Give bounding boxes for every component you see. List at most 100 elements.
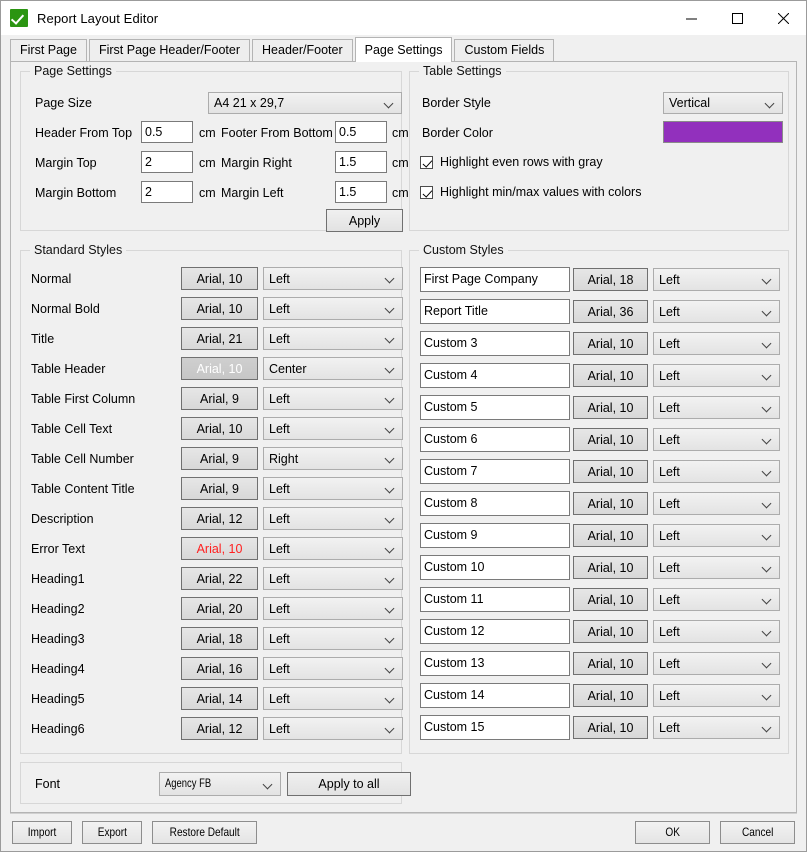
standard-style-align-combo-table-cell-text[interactable]: Left [263,417,403,440]
custom-style-font-button-custom-10[interactable]: Arial, 10 [573,556,648,579]
custom-style-name-input-custom-12[interactable]: Custom 12 [420,619,570,644]
standard-style-align-combo-table-header[interactable]: Center [263,357,403,380]
apply-to-all-button[interactable]: Apply to all [287,772,411,796]
standard-style-font-button-table-cell-text[interactable]: Arial, 10 [181,417,258,440]
standard-style-font-button-table-cell-number[interactable]: Arial, 9 [181,447,258,470]
standard-style-font-button-heading4[interactable]: Arial, 16 [181,657,258,680]
cancel-button[interactable]: Cancel [720,820,795,844]
close-icon[interactable] [760,1,806,35]
margin-left-input[interactable]: 1.5 [335,181,387,203]
standard-style-align-combo-normal-bold[interactable]: Left [263,297,403,320]
custom-style-name-input-custom-1[interactable]: First Page Company [420,267,570,292]
standard-style-font-button-heading5[interactable]: Arial, 14 [181,687,258,710]
tab-page-settings[interactable]: Page Settings [354,37,453,62]
custom-style-name-input-custom-11[interactable]: Custom 11 [420,587,570,612]
custom-style-align-combo-custom-7[interactable]: Left [653,460,780,483]
standard-style-align-combo-heading1[interactable]: Left [263,567,403,590]
custom-style-name-input-custom-2[interactable]: Report Title [420,299,570,324]
custom-style-font-button-custom-6[interactable]: Arial, 10 [573,428,648,451]
minimize-icon[interactable] [668,1,714,35]
custom-style-name-input-custom-10[interactable]: Custom 10 [420,555,570,580]
custom-style-name-input-custom-14[interactable]: Custom 14 [420,683,570,708]
highlight-even-rows-checkbox[interactable]: Highlight even rows with gray [420,155,603,169]
standard-style-font-button-table-content-title[interactable]: Arial, 9 [181,477,258,500]
standard-style-font-button-normal-bold[interactable]: Arial, 10 [181,297,258,320]
custom-style-align-combo-custom-15[interactable]: Left [653,716,780,739]
custom-style-name-input-custom-13[interactable]: Custom 13 [420,651,570,676]
standard-style-font-button-title[interactable]: Arial, 21 [181,327,258,350]
standard-style-align-combo-error-text[interactable]: Left [263,537,403,560]
standard-style-align-combo-heading5[interactable]: Left [263,687,403,710]
tab-first-page[interactable]: First Page [10,39,87,61]
standard-style-font-button-table-header[interactable]: Arial, 10 [181,357,258,380]
custom-style-font-button-custom-15[interactable]: Arial, 10 [573,716,648,739]
standard-style-font-button-heading1[interactable]: Arial, 22 [181,567,258,590]
custom-style-align-combo-custom-10[interactable]: Left [653,556,780,579]
custom-style-align-combo-custom-2[interactable]: Left [653,300,780,323]
custom-style-align-combo-custom-3[interactable]: Left [653,332,780,355]
standard-style-align-combo-heading2[interactable]: Left [263,597,403,620]
standard-style-align-combo-normal[interactable]: Left [263,267,403,290]
custom-style-name-input-custom-5[interactable]: Custom 5 [420,395,570,420]
tab-first-page-header-footer[interactable]: First Page Header/Footer [88,39,251,61]
standard-style-font-button-heading2[interactable]: Arial, 20 [181,597,258,620]
tab-header-footer[interactable]: Header/Footer [252,39,353,61]
highlight-minmax-checkbox[interactable]: Highlight min/max values with colors [420,185,641,199]
custom-style-name-input-custom-15[interactable]: Custom 15 [420,715,570,740]
export-button[interactable]: Export [82,820,142,844]
margin-right-input[interactable]: 1.5 [335,151,387,173]
border-style-combo[interactable]: Vertical [663,92,783,114]
custom-style-name-input-custom-3[interactable]: Custom 3 [420,331,570,356]
custom-style-font-button-custom-12[interactable]: Arial, 10 [573,620,648,643]
border-color-swatch[interactable] [663,121,783,143]
standard-style-align-combo-title[interactable]: Left [263,327,403,350]
standard-style-font-button-heading6[interactable]: Arial, 12 [181,717,258,740]
tab-custom-fields[interactable]: Custom Fields [454,39,555,61]
standard-style-align-combo-table-first-column[interactable]: Left [263,387,403,410]
standard-style-align-combo-heading3[interactable]: Left [263,627,403,650]
standard-style-align-combo-table-content-title[interactable]: Left [263,477,403,500]
restore-default-button[interactable]: Restore Default [152,820,258,844]
standard-style-font-button-table-first-column[interactable]: Arial, 9 [181,387,258,410]
standard-style-font-button-heading3[interactable]: Arial, 18 [181,627,258,650]
margin-bottom-input[interactable]: 2 [141,181,193,203]
standard-style-align-combo-heading6[interactable]: Left [263,717,403,740]
custom-style-font-button-custom-2[interactable]: Arial, 36 [573,300,648,323]
apply-button[interactable]: Apply [326,209,403,232]
custom-style-align-combo-custom-14[interactable]: Left [653,684,780,707]
custom-style-font-button-custom-9[interactable]: Arial, 10 [573,524,648,547]
custom-style-align-combo-custom-12[interactable]: Left [653,620,780,643]
custom-style-name-input-custom-7[interactable]: Custom 7 [420,459,570,484]
custom-style-name-input-custom-4[interactable]: Custom 4 [420,363,570,388]
custom-style-font-button-custom-13[interactable]: Arial, 10 [573,652,648,675]
custom-style-font-button-custom-1[interactable]: Arial, 18 [573,268,648,291]
ok-button[interactable]: OK [635,820,710,844]
maximize-icon[interactable] [714,1,760,35]
custom-style-align-combo-custom-13[interactable]: Left [653,652,780,675]
font-family-combo[interactable]: Agency FB [159,772,281,796]
custom-style-align-combo-custom-4[interactable]: Left [653,364,780,387]
custom-style-font-button-custom-7[interactable]: Arial, 10 [573,460,648,483]
standard-style-align-combo-heading4[interactable]: Left [263,657,403,680]
custom-style-font-button-custom-11[interactable]: Arial, 10 [573,588,648,611]
custom-style-align-combo-custom-8[interactable]: Left [653,492,780,515]
custom-style-align-combo-custom-5[interactable]: Left [653,396,780,419]
import-button[interactable]: Import [12,820,72,844]
custom-style-font-button-custom-8[interactable]: Arial, 10 [573,492,648,515]
custom-style-align-combo-custom-11[interactable]: Left [653,588,780,611]
custom-style-name-input-custom-6[interactable]: Custom 6 [420,427,570,452]
custom-style-font-button-custom-4[interactable]: Arial, 10 [573,364,648,387]
footer-from-bottom-input[interactable]: 0.5 [335,121,387,143]
margin-top-input[interactable]: 2 [141,151,193,173]
custom-style-align-combo-custom-1[interactable]: Left [653,268,780,291]
custom-style-font-button-custom-14[interactable]: Arial, 10 [573,684,648,707]
custom-style-align-combo-custom-6[interactable]: Left [653,428,780,451]
standard-style-font-button-normal[interactable]: Arial, 10 [181,267,258,290]
standard-style-font-button-error-text[interactable]: Arial, 10 [181,537,258,560]
standard-style-align-combo-description[interactable]: Left [263,507,403,530]
custom-style-font-button-custom-5[interactable]: Arial, 10 [573,396,648,419]
header-from-top-input[interactable]: 0.5 [141,121,193,143]
page-size-combo[interactable]: A4 21 x 29,7 [208,92,402,114]
custom-style-align-combo-custom-9[interactable]: Left [653,524,780,547]
custom-style-name-input-custom-9[interactable]: Custom 9 [420,523,570,548]
